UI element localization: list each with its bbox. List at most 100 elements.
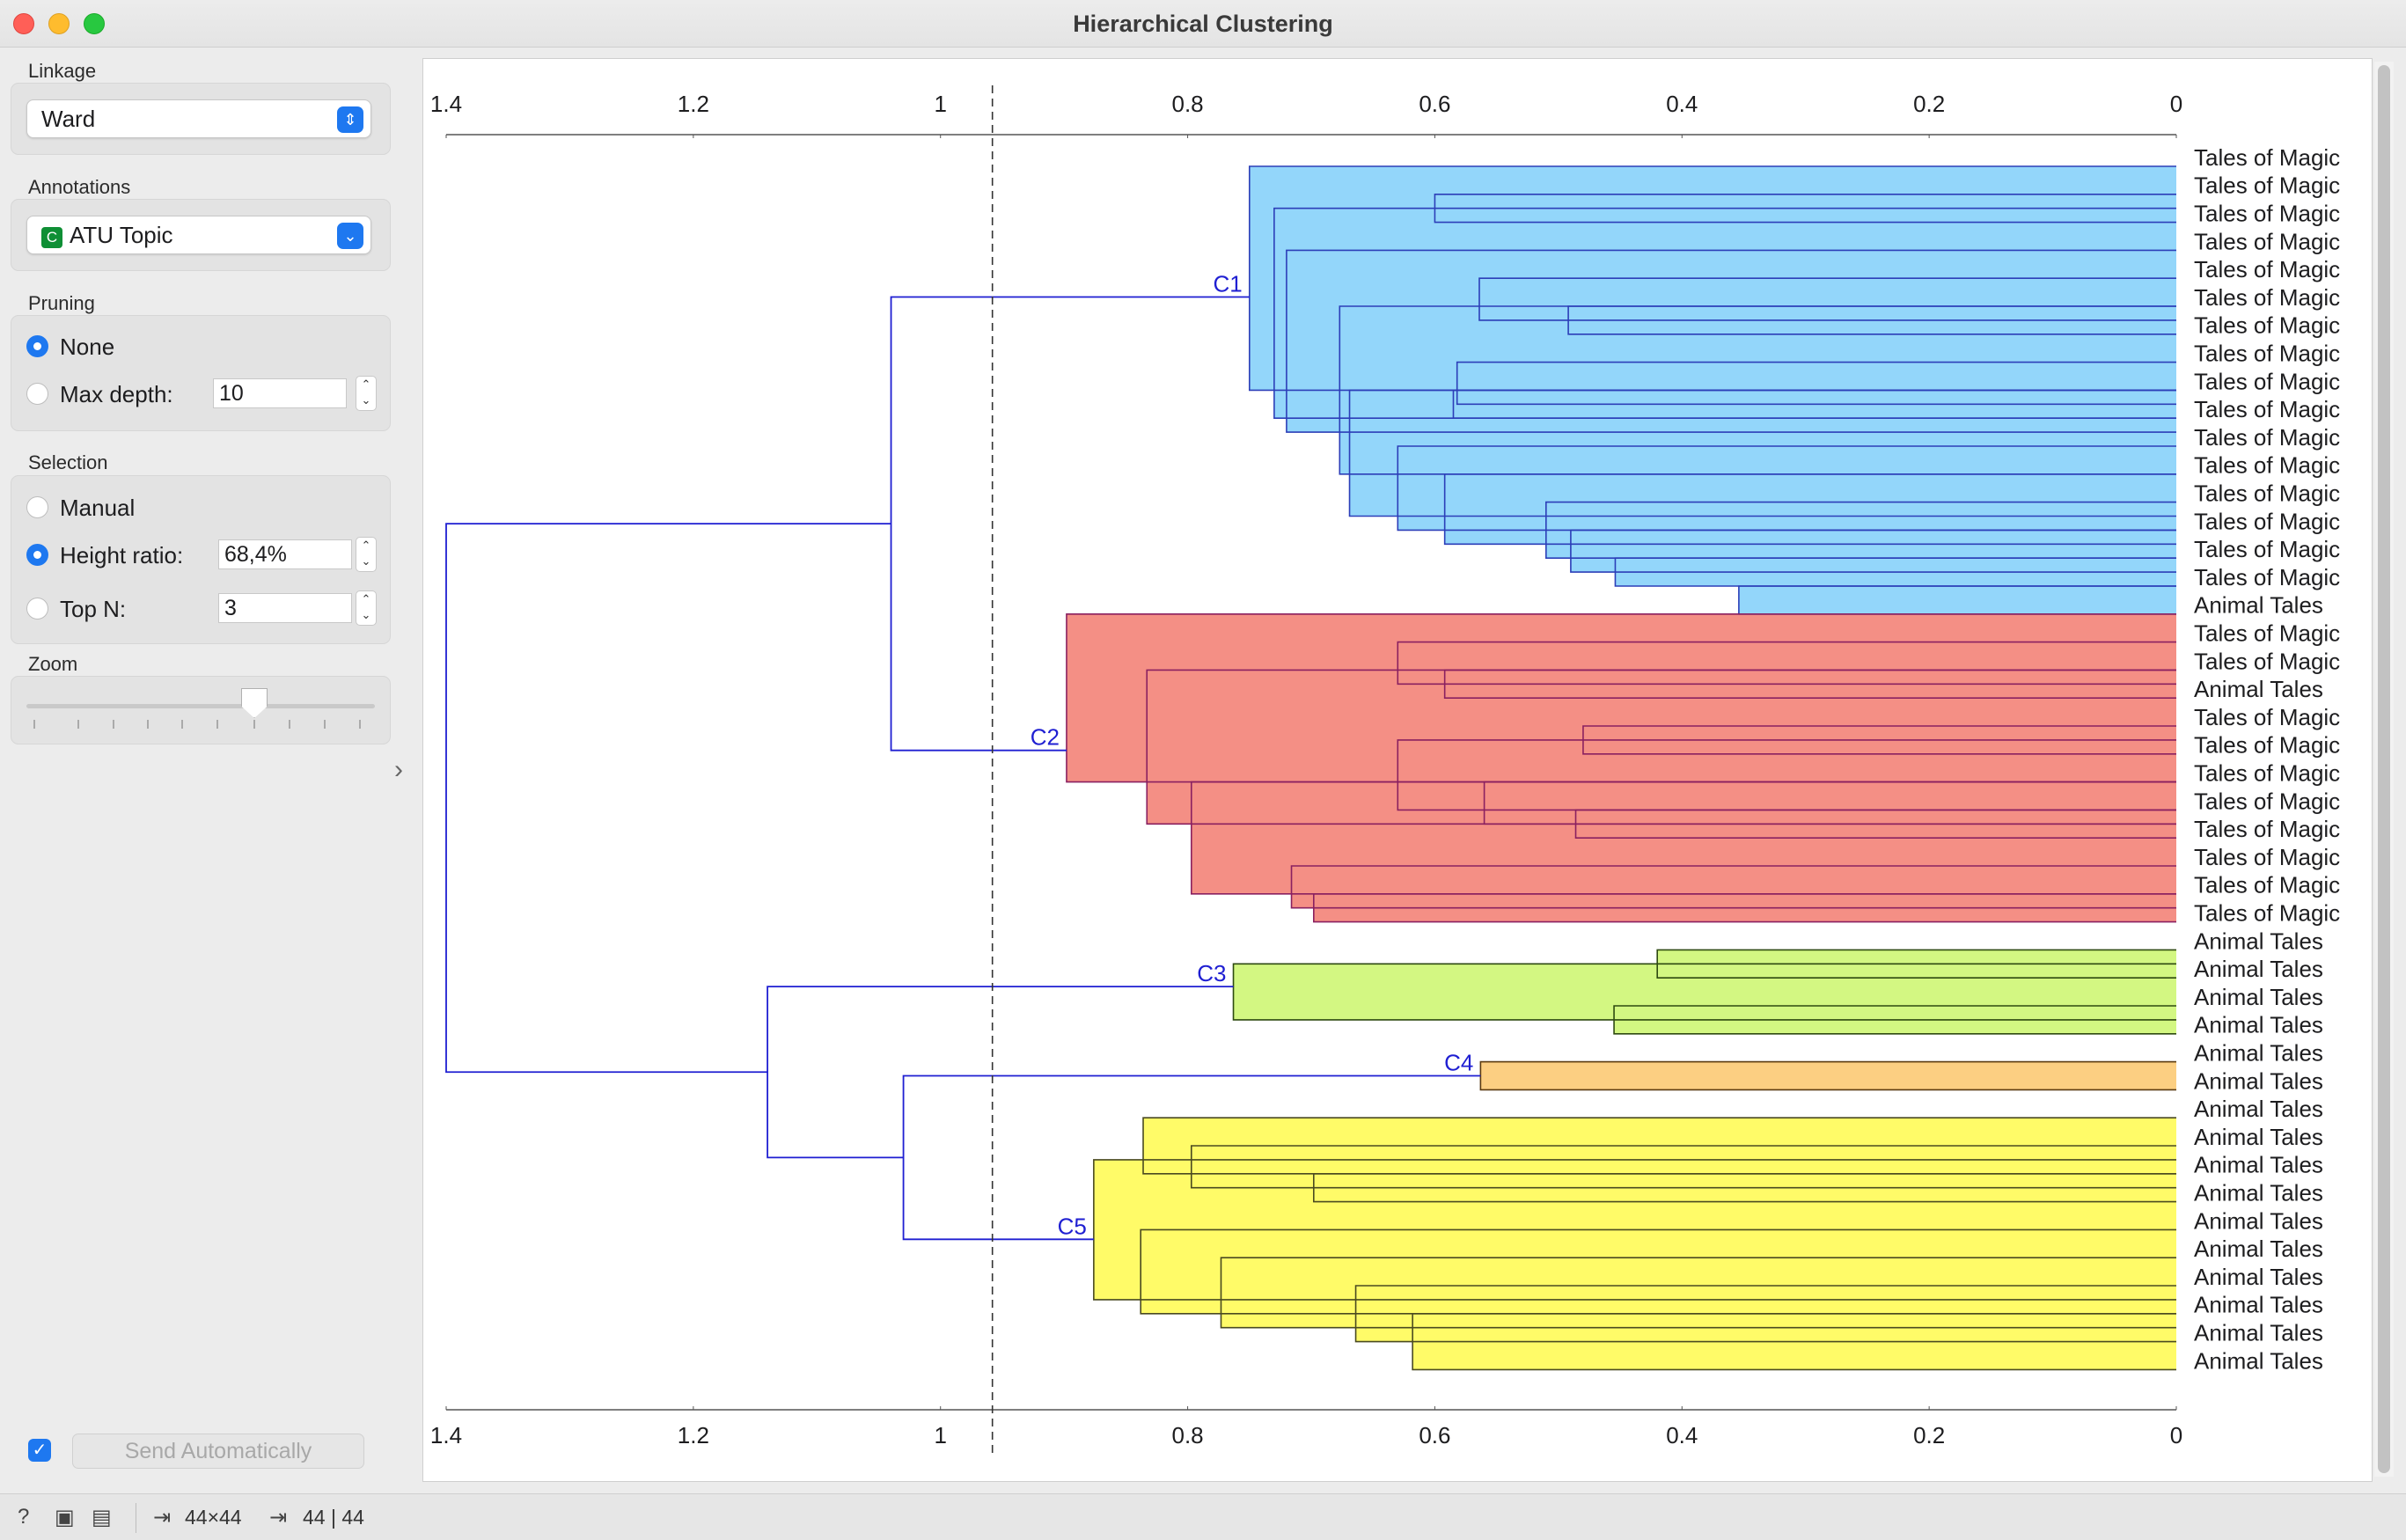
vertical-scrollbar[interactable] <box>2374 62 2394 1477</box>
leaf-label: Tales of Magic <box>2194 144 2340 171</box>
leaf-label: Animal Tales <box>2194 1039 2323 1066</box>
leaf-label: Tales of Magic <box>2194 816 2340 842</box>
max-depth-input[interactable]: 10 <box>213 378 347 408</box>
dendrogram-link <box>1478 277 2176 321</box>
chevron-right-icon[interactable]: › <box>394 755 403 784</box>
dendrogram-link <box>1570 529 2176 573</box>
axis-tick-label-top: 1 <box>934 91 946 117</box>
leaf-label: Tales of Magic <box>2194 452 2340 479</box>
pruning-max-depth-radio[interactable] <box>26 383 48 405</box>
input-icon: ⇥ <box>153 1506 172 1529</box>
dendrogram-link <box>1656 949 2176 979</box>
report-icon[interactable]: ▤ <box>92 1506 112 1529</box>
dendrogram-link <box>1443 473 2176 546</box>
zoom-window-button[interactable] <box>84 13 105 34</box>
cluster-fill <box>1738 586 2176 614</box>
leaf-label: Animal Tales <box>2194 928 2323 954</box>
dendrogram-link <box>1483 781 2176 825</box>
help-icon[interactable]: ? <box>18 1505 30 1529</box>
selection-height-ratio-radio[interactable] <box>26 544 48 566</box>
leaf-label: Animal Tales <box>2194 1179 2323 1206</box>
linkage-label: Linkage <box>28 60 97 82</box>
leaf-label: Animal Tales <box>2194 1096 2323 1122</box>
send-automatically-checkbox[interactable]: ✓ <box>28 1439 51 1462</box>
cluster-fill <box>1480 1061 2176 1090</box>
leaf-label: Tales of Magic <box>2194 564 2340 590</box>
annotations-value: ATU Topic <box>70 222 173 248</box>
cluster-label: C4 <box>1444 1050 1473 1076</box>
axis-tick-label-bottom: 1 <box>934 1422 946 1448</box>
height-ratio-stepper[interactable]: ⌃ ⌄ <box>356 537 377 572</box>
output-size: 44 | 44 <box>303 1506 364 1529</box>
leaf-label: Tales of Magic <box>2194 480 2340 506</box>
leaf-label: Tales of Magic <box>2194 759 2340 786</box>
dendrogram-link <box>1286 249 2176 433</box>
axis-tick-label-bottom: 1.4 <box>430 1422 462 1448</box>
categorical-variable-icon: C <box>41 227 62 248</box>
leaf-label: Tales of Magic <box>2194 620 2340 646</box>
selection-manual-label: Manual <box>60 495 136 521</box>
scrollbar-thumb[interactable] <box>2378 65 2390 1473</box>
leaf-label: Tales of Magic <box>2194 228 2340 254</box>
axis-tick-label-bottom: 0.2 <box>1913 1422 1945 1448</box>
selection-manual-radio[interactable] <box>26 496 48 518</box>
axis-tick-label-top: 0 <box>2170 91 2182 117</box>
axis-tick-label-bottom: 1.2 <box>678 1422 709 1448</box>
pruning-none-label: None <box>60 334 115 360</box>
leaf-label: Animal Tales <box>2194 1236 2323 1262</box>
leaf-label: Tales of Magic <box>2194 396 2340 422</box>
leaf-label: Animal Tales <box>2194 956 2323 982</box>
close-window-button[interactable] <box>13 13 34 34</box>
axis-tick-label-top: 0.4 <box>1666 91 1698 117</box>
dendrogram-link <box>1574 809 2176 839</box>
save-icon[interactable]: ▣ <box>55 1506 75 1529</box>
leaf-label: Tales of Magic <box>2194 648 2340 674</box>
dendrogram-link <box>1232 963 2176 1021</box>
height-ratio-input[interactable]: 68,4% <box>218 539 352 569</box>
dendrogram-link <box>890 296 1250 752</box>
leaf-label: Tales of Magic <box>2194 200 2340 226</box>
cluster-label: C5 <box>1058 1213 1087 1239</box>
zoom-group <box>11 676 391 744</box>
leaf-label: Animal Tales <box>2194 1152 2323 1178</box>
output-icon: ⇥ <box>269 1506 288 1529</box>
axis-tick-label-top: 0.8 <box>1171 91 1203 117</box>
zoom-slider-track[interactable] <box>26 704 375 708</box>
max-depth-stepper[interactable]: ⌃ ⌄ <box>356 376 377 411</box>
dendrogram-chart[interactable]: 1.4 1.2 1 0.8 0.6 0.4 0.2 0 1.4 1.2 1 0.8 0.6 0.4 0.2 0… <box>423 59 2373 1483</box>
selection-top-n-radio[interactable] <box>26 598 48 620</box>
leaf-label: Tales of Magic <box>2194 788 2340 814</box>
minimize-window-button[interactable] <box>48 13 70 34</box>
send-automatically-button[interactable]: Send Automatically <box>72 1434 364 1469</box>
input-size: 44×44 <box>185 1506 242 1529</box>
dendrogram-link <box>1220 1257 2176 1329</box>
top-n-stepper[interactable]: ⌃ ⌄ <box>356 590 377 626</box>
dendrogram-view[interactable]: 1.4 1.2 1 0.8 0.6 0.4 0.2 0 1.4 1.2 1 0.8 0.6 0.4 0.2 0… <box>422 58 2373 1482</box>
selection-label: Selection <box>28 451 108 473</box>
leaf-label: Animal Tales <box>2194 984 2323 1010</box>
zoom-tick <box>253 720 255 729</box>
status-bar: ? ▣ ▤ ⇥ 44×44 ⇥ 44 | 44 <box>0 1493 2406 1540</box>
axis-tick-label-bottom: 0 <box>2170 1422 2182 1448</box>
axis-tick-label-bottom: 0.4 <box>1666 1422 1698 1448</box>
annotations-combo[interactable]: C ATU Topic ⌄ <box>26 216 371 254</box>
leaf-label: Tales of Magic <box>2194 732 2340 759</box>
leaf-label: Tales of Magic <box>2194 899 2340 926</box>
dendrogram-link <box>1479 1060 2176 1091</box>
leaf-label: Tales of Magic <box>2194 508 2340 534</box>
zoom-tick <box>33 720 35 729</box>
linkage-combo[interactable]: Ward ⇕ <box>26 99 371 138</box>
leaf-label: Animal Tales <box>2194 1124 2323 1150</box>
pruning-none-radio[interactable] <box>26 335 48 357</box>
linkage-value: Ward <box>41 106 96 132</box>
zoom-tick <box>113 720 114 729</box>
dendrogram-link <box>445 523 891 1074</box>
top-n-input[interactable]: 3 <box>218 593 352 623</box>
dendrogram-link <box>1093 1159 2176 1301</box>
leaf-label: Tales of Magic <box>2194 312 2340 339</box>
leaf-label: Tales of Magic <box>2194 872 2340 898</box>
zoom-tick <box>216 720 218 729</box>
pruning-group <box>11 315 391 431</box>
leaf-label: Tales of Magic <box>2194 424 2340 451</box>
dendrogram-link <box>1443 669 2176 699</box>
